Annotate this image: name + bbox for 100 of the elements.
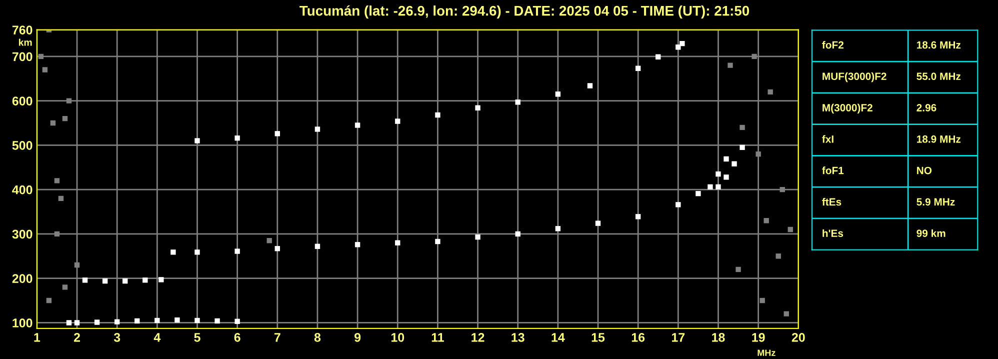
point	[555, 226, 561, 232]
x-tick-label: 11	[432, 333, 444, 342]
point	[740, 144, 745, 150]
text: MUF(3000)F2	[822, 72, 886, 82]
point	[395, 240, 400, 246]
y-tick-label: 700	[12, 52, 32, 62]
point	[154, 318, 160, 324]
point	[736, 266, 741, 272]
x-tick-label: 2	[74, 332, 80, 342]
point	[274, 131, 280, 136]
point	[122, 278, 128, 284]
point	[708, 184, 713, 190]
point	[515, 231, 520, 237]
y-axis-title: km	[18, 38, 32, 46]
point	[158, 277, 164, 282]
point	[170, 250, 176, 255]
text: ftEs	[822, 198, 842, 206]
point	[724, 174, 729, 180]
text: 5.9 MHz	[916, 198, 955, 206]
point	[587, 83, 593, 88]
point	[764, 218, 769, 224]
point	[788, 226, 793, 232]
point	[42, 67, 48, 72]
point	[475, 234, 480, 240]
x-tick-label: 12	[472, 332, 484, 342]
chart-title: Tucumán (lat: -26.9, lon: 294.6) - DATE: 2025 04 05 - TIME (UT): 21:50	[300, 5, 750, 18]
point	[696, 190, 701, 196]
point	[676, 202, 681, 208]
x-tick-label: 6	[234, 332, 240, 342]
point	[752, 54, 757, 60]
point	[354, 242, 360, 248]
point	[102, 278, 108, 284]
y-tick-label: 300	[12, 230, 32, 239]
x-tick-label: 13	[512, 332, 524, 342]
point	[194, 250, 200, 255]
point	[314, 244, 320, 249]
point	[142, 278, 148, 283]
point	[395, 118, 400, 124]
x-tick-label: 9	[354, 332, 361, 342]
y-tick-label: 100	[12, 318, 32, 328]
point	[354, 122, 360, 128]
x-tick-label: 5	[194, 333, 200, 342]
x-tick-label: 16	[632, 332, 645, 342]
point	[58, 196, 64, 202]
y-tick-label: 500	[12, 140, 32, 150]
point	[174, 317, 180, 323]
text: M(3000)F2	[822, 104, 872, 114]
x-tick-label: 7	[274, 333, 280, 342]
y-tick-label: 760	[12, 26, 32, 34]
x-tick-label: 1	[34, 333, 40, 342]
point	[50, 120, 56, 126]
point	[635, 66, 641, 72]
point	[740, 124, 745, 130]
point	[54, 231, 60, 237]
x-tick-label: 17	[672, 333, 685, 342]
text: foF1	[822, 166, 844, 174]
point	[194, 138, 200, 144]
point	[760, 298, 765, 304]
point	[266, 238, 272, 244]
point	[214, 318, 220, 324]
point	[595, 220, 601, 226]
point	[234, 248, 240, 254]
x-tick-label: 19	[752, 332, 765, 342]
point	[768, 89, 773, 95]
point	[555, 92, 561, 97]
x-tick-label: 20	[792, 332, 805, 342]
text: 18.9 MHz	[917, 135, 961, 143]
point	[66, 98, 72, 104]
x-tick-label: 18	[712, 332, 725, 342]
y-tick-label: 200	[12, 274, 32, 283]
point	[475, 105, 480, 111]
text: 18.6 MHz	[917, 41, 961, 49]
point	[716, 171, 721, 177]
y-tick-label: 600	[12, 96, 32, 106]
point	[515, 100, 520, 105]
point	[54, 178, 60, 184]
x-tick-label: 4	[154, 333, 161, 342]
text: foF2	[822, 40, 844, 49]
y-tick-label: 400	[12, 185, 32, 194]
point	[776, 254, 781, 259]
point	[756, 151, 761, 157]
point	[732, 161, 737, 166]
point	[680, 40, 685, 46]
point	[82, 278, 88, 283]
point	[784, 311, 789, 316]
x-tick-label: 14	[552, 333, 565, 342]
point	[234, 318, 240, 324]
point	[314, 126, 320, 132]
point	[62, 116, 68, 122]
point	[46, 298, 52, 304]
x-tick-label: 10	[391, 332, 404, 342]
text: 99 km	[916, 229, 946, 237]
text: 55.0 MHz	[916, 72, 961, 80]
point	[114, 319, 120, 324]
point	[435, 112, 440, 118]
point	[656, 54, 661, 60]
point	[94, 320, 100, 325]
point	[74, 262, 80, 268]
x-tick-label: 3	[114, 332, 120, 342]
point	[724, 156, 729, 162]
